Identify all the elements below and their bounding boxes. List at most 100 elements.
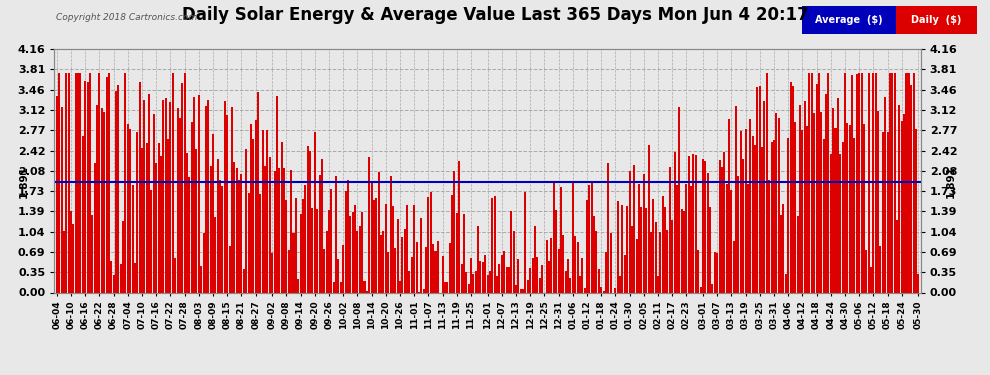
Bar: [132, 184, 134, 292]
Bar: [773, 140, 775, 292]
Bar: [472, 274, 474, 292]
Bar: [770, 142, 772, 292]
Bar: [579, 276, 581, 292]
Bar: [134, 263, 136, 292]
Bar: [215, 216, 217, 292]
Bar: [875, 74, 877, 292]
Bar: [595, 231, 597, 292]
Bar: [557, 249, 559, 292]
Bar: [835, 128, 837, 292]
Bar: [906, 74, 908, 292]
Bar: [491, 198, 493, 292]
Bar: [423, 289, 425, 292]
Bar: [863, 123, 865, 292]
Bar: [503, 251, 505, 292]
Bar: [113, 275, 115, 292]
Bar: [896, 220, 898, 292]
Bar: [58, 74, 60, 292]
Bar: [127, 124, 129, 292]
Bar: [695, 155, 697, 292]
Bar: [697, 250, 699, 292]
Bar: [77, 74, 79, 292]
Bar: [295, 198, 297, 292]
Bar: [751, 136, 753, 292]
Bar: [818, 74, 820, 292]
Bar: [634, 165, 636, 292]
Bar: [823, 140, 825, 292]
Bar: [179, 118, 181, 292]
Bar: [901, 121, 903, 292]
Bar: [139, 82, 141, 292]
Bar: [118, 86, 120, 292]
Bar: [193, 97, 195, 292]
Bar: [522, 290, 524, 292]
Bar: [172, 74, 174, 292]
Bar: [290, 170, 292, 292]
Bar: [550, 238, 552, 292]
Bar: [738, 177, 740, 292]
Bar: [103, 112, 105, 292]
Bar: [203, 234, 205, 292]
Bar: [442, 256, 444, 292]
Bar: [804, 101, 806, 292]
Bar: [378, 172, 380, 292]
Bar: [903, 114, 905, 292]
Bar: [700, 287, 702, 292]
Bar: [527, 280, 529, 292]
Bar: [636, 239, 638, 292]
Bar: [898, 105, 900, 292]
Bar: [380, 236, 382, 292]
Bar: [162, 100, 164, 292]
Bar: [567, 259, 569, 292]
Bar: [564, 271, 566, 292]
Bar: [84, 81, 86, 292]
Bar: [217, 159, 219, 292]
Bar: [349, 216, 351, 292]
Bar: [246, 149, 248, 292]
Bar: [846, 123, 848, 292]
Bar: [756, 87, 758, 292]
Bar: [470, 258, 472, 292]
Bar: [518, 259, 520, 292]
Bar: [664, 207, 666, 292]
Bar: [569, 278, 571, 292]
Bar: [340, 282, 342, 292]
Bar: [234, 162, 236, 292]
Bar: [389, 176, 391, 292]
Bar: [690, 186, 692, 292]
Bar: [562, 235, 564, 292]
Bar: [605, 252, 607, 292]
Bar: [257, 92, 259, 292]
Bar: [346, 180, 348, 292]
Bar: [908, 74, 910, 292]
Bar: [356, 231, 358, 292]
Bar: [243, 269, 245, 292]
Bar: [603, 291, 605, 292]
Bar: [742, 159, 744, 292]
Bar: [129, 129, 132, 292]
Bar: [534, 226, 536, 292]
Bar: [358, 226, 360, 292]
Bar: [416, 242, 418, 292]
Bar: [813, 114, 815, 292]
Bar: [302, 200, 304, 292]
Bar: [413, 205, 415, 292]
Bar: [261, 129, 263, 292]
Bar: [188, 177, 190, 292]
Bar: [335, 176, 338, 292]
Bar: [366, 291, 368, 292]
Bar: [404, 229, 406, 292]
Bar: [343, 244, 345, 292]
Text: Daily Solar Energy & Average Value Last 365 Days Mon Jun 4 20:17: Daily Solar Energy & Average Value Last …: [181, 6, 809, 24]
Bar: [918, 274, 920, 292]
Bar: [67, 74, 69, 292]
Bar: [110, 261, 112, 292]
Bar: [537, 257, 539, 292]
Bar: [740, 130, 742, 292]
Bar: [721, 167, 723, 292]
Bar: [297, 279, 299, 292]
Bar: [60, 107, 62, 292]
Bar: [494, 196, 496, 292]
Bar: [867, 74, 869, 292]
Bar: [363, 280, 365, 292]
